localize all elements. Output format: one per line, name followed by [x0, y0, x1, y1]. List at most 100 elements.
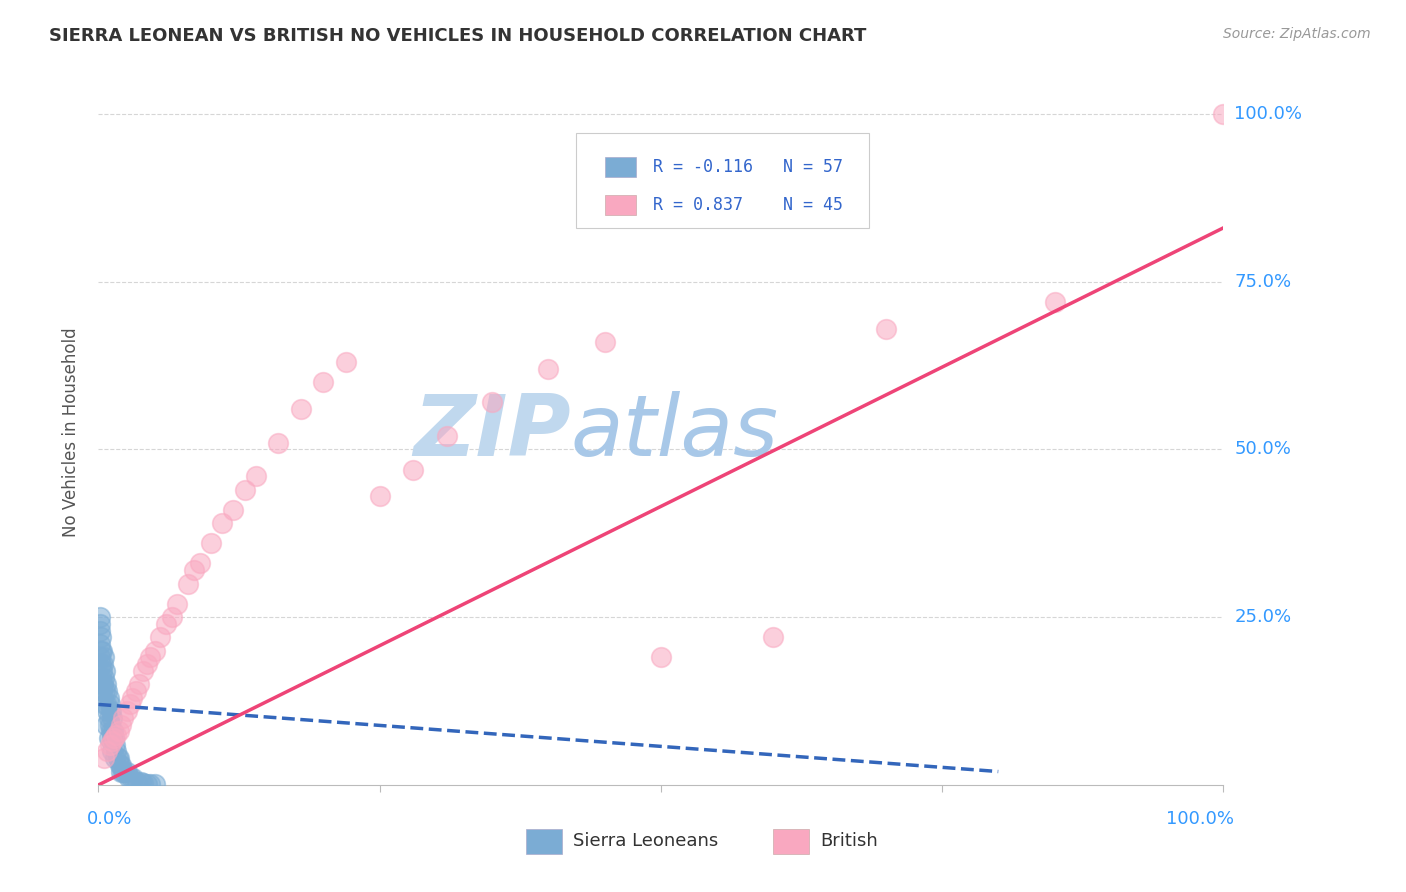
- Point: [124, 684, 146, 698]
- Point: [112, 764, 135, 779]
- Point: [115, 704, 138, 718]
- Point: [245, 469, 267, 483]
- Point: [101, 711, 124, 725]
- Point: [139, 650, 162, 665]
- Point: [96, 744, 118, 758]
- Point: [211, 516, 233, 531]
- Point: [139, 776, 162, 790]
- Text: atlas: atlas: [571, 391, 779, 475]
- Bar: [773, 829, 810, 854]
- Text: Sierra Leoneans: Sierra Leoneans: [574, 832, 718, 850]
- Point: [107, 724, 129, 739]
- Point: [93, 751, 115, 765]
- Point: [90, 664, 112, 678]
- Text: 75.0%: 75.0%: [1234, 273, 1292, 291]
- Text: SIERRA LEONEAN VS BRITISH NO VEHICLES IN HOUSEHOLD CORRELATION CHART: SIERRA LEONEAN VS BRITISH NO VEHICLES IN…: [49, 27, 866, 45]
- Point: [98, 698, 121, 712]
- Point: [89, 610, 111, 624]
- Text: 25.0%: 25.0%: [1234, 608, 1292, 626]
- Text: R = -0.116   N = 57: R = -0.116 N = 57: [652, 158, 844, 176]
- Point: [101, 724, 124, 739]
- Text: 100.0%: 100.0%: [1234, 105, 1302, 123]
- Point: [188, 557, 211, 571]
- Point: [183, 563, 205, 577]
- Point: [96, 677, 118, 691]
- Point: [94, 664, 117, 678]
- Point: [96, 717, 118, 731]
- Point: [129, 774, 152, 789]
- Point: [132, 776, 155, 790]
- Point: [101, 744, 124, 758]
- Point: [222, 503, 245, 517]
- Point: [89, 637, 111, 651]
- Point: [90, 657, 112, 672]
- Point: [650, 650, 672, 665]
- Point: [143, 777, 166, 791]
- Point: [100, 704, 122, 718]
- Point: [91, 677, 114, 691]
- Point: [762, 630, 785, 644]
- Point: [96, 704, 118, 718]
- Point: [107, 751, 129, 765]
- Point: [135, 776, 157, 790]
- Point: [368, 489, 391, 503]
- Bar: [526, 829, 562, 854]
- Point: [103, 731, 125, 745]
- Point: [97, 731, 120, 745]
- Bar: [605, 195, 636, 215]
- Point: [118, 698, 141, 712]
- Point: [101, 731, 124, 745]
- Point: [155, 616, 177, 631]
- Point: [90, 684, 112, 698]
- Text: ZIP: ZIP: [413, 391, 571, 475]
- Point: [200, 536, 222, 550]
- Point: [135, 657, 157, 672]
- Text: 100.0%: 100.0%: [1167, 810, 1234, 828]
- Point: [91, 657, 114, 672]
- Y-axis label: No Vehicles in Household: No Vehicles in Household: [62, 327, 80, 538]
- Point: [267, 435, 290, 450]
- Point: [120, 771, 142, 785]
- Point: [122, 771, 145, 785]
- Point: [90, 644, 112, 658]
- Point: [481, 395, 503, 409]
- Point: [93, 650, 115, 665]
- Point: [105, 728, 128, 742]
- Point: [110, 764, 132, 779]
- Point: [118, 771, 141, 785]
- Point: [537, 362, 560, 376]
- Point: [98, 738, 121, 752]
- Point: [108, 757, 131, 772]
- Point: [97, 690, 120, 705]
- Text: Source: ZipAtlas.com: Source: ZipAtlas.com: [1223, 27, 1371, 41]
- Text: 50.0%: 50.0%: [1234, 441, 1291, 458]
- Point: [290, 402, 312, 417]
- Text: British: British: [821, 832, 879, 850]
- Point: [90, 671, 112, 685]
- Point: [166, 597, 188, 611]
- Point: [105, 744, 128, 758]
- Point: [132, 664, 155, 678]
- Point: [94, 684, 117, 698]
- Point: [112, 764, 135, 779]
- Point: [143, 644, 166, 658]
- Point: [115, 764, 138, 779]
- Point: [90, 630, 112, 644]
- Point: [593, 334, 616, 349]
- Point: [103, 731, 125, 745]
- Point: [112, 711, 135, 725]
- Point: [97, 711, 120, 725]
- Point: [436, 429, 458, 443]
- Point: [1212, 107, 1234, 121]
- Point: [107, 751, 129, 765]
- Point: [125, 774, 148, 789]
- Point: [128, 677, 150, 691]
- Point: [96, 684, 118, 698]
- Text: R = 0.837    N = 45: R = 0.837 N = 45: [652, 196, 844, 214]
- Point: [93, 671, 115, 685]
- Point: [104, 738, 127, 752]
- Point: [104, 751, 127, 765]
- Text: 0.0%: 0.0%: [87, 810, 132, 828]
- Point: [101, 734, 124, 748]
- Point: [177, 576, 200, 591]
